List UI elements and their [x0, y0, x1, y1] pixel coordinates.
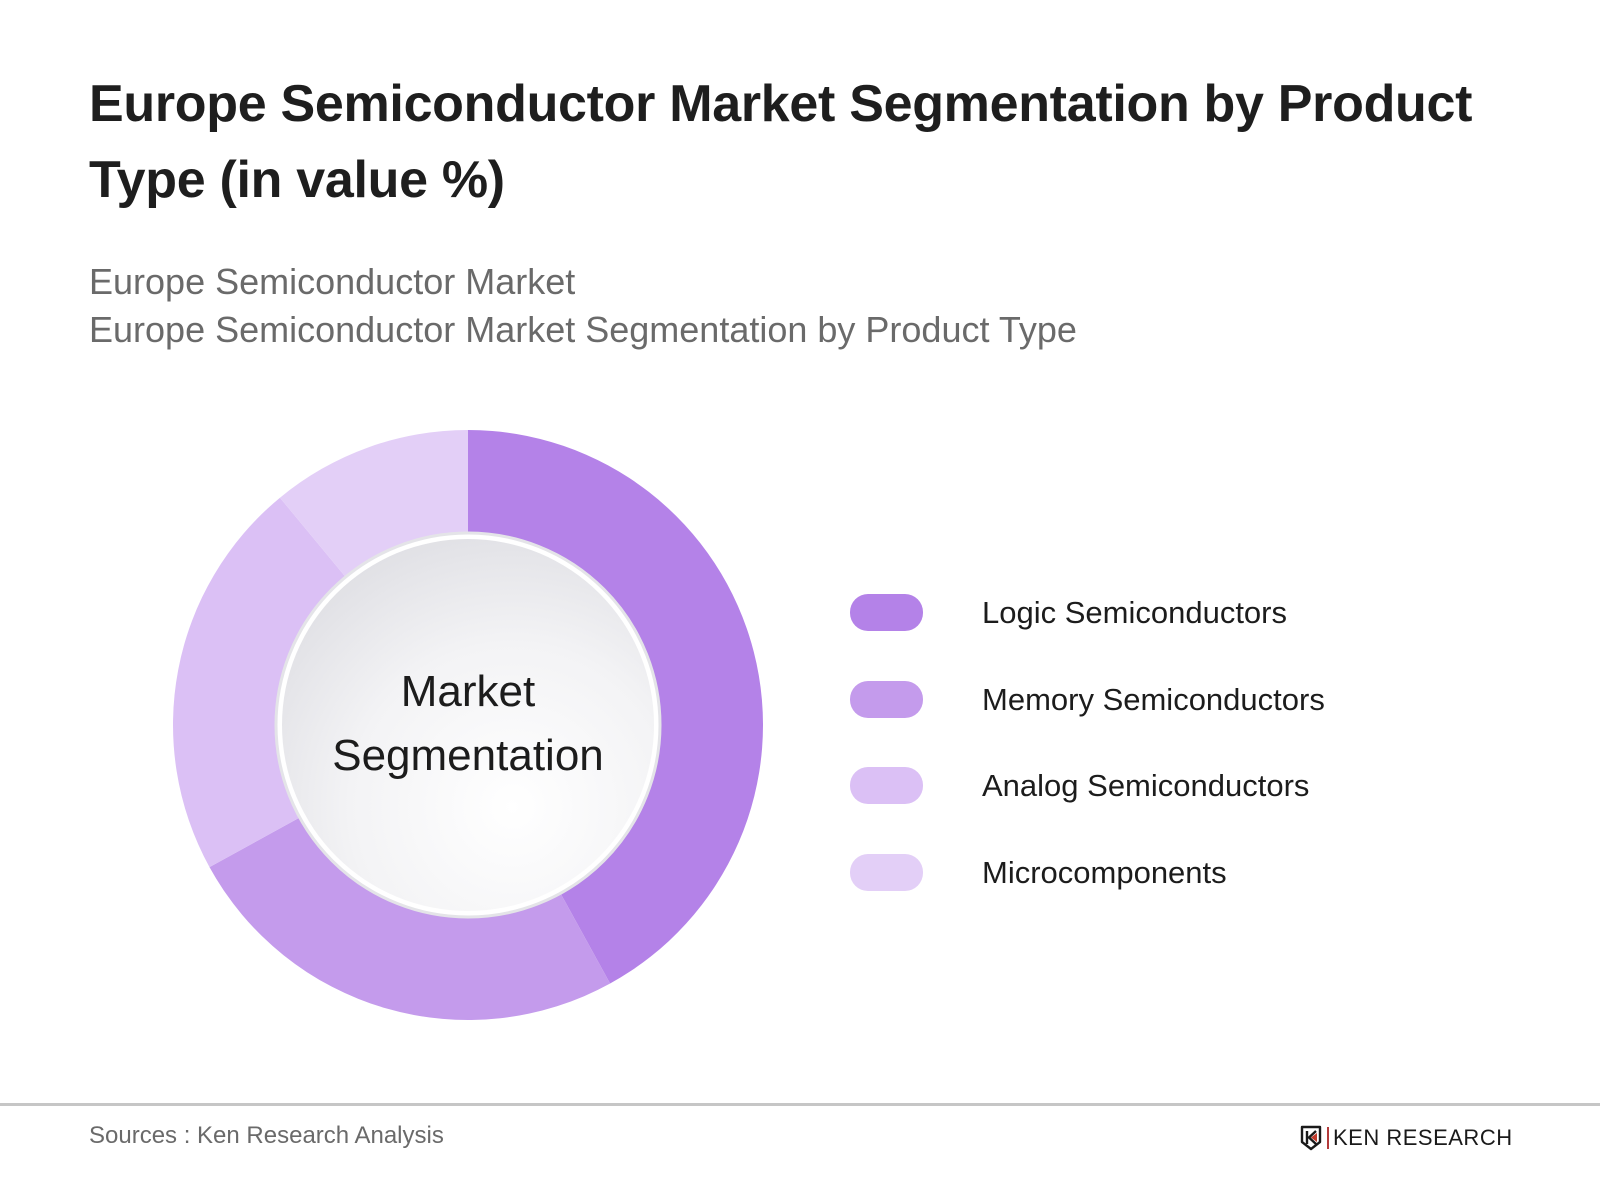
subtitle-line-1: Europe Semiconductor Market	[89, 261, 576, 302]
legend-swatch-memory	[850, 681, 923, 718]
legend-label-microcomponents: Microcomponents	[982, 855, 1227, 890]
donut-hub	[282, 539, 654, 911]
sources-note: Sources : Ken Research Analysis	[89, 1122, 444, 1149]
logo-text: KEN RESEARCH	[1333, 1125, 1513, 1150]
center-label-line-1: Market	[400, 667, 536, 716]
ken-research-logo: KEN RESEARCH	[1300, 1124, 1513, 1152]
center-label-line-2: Segmentation	[332, 731, 604, 780]
legend-item-analog[interactable]: Analog Semiconductors	[850, 767, 1410, 804]
logo-separator	[1327, 1127, 1329, 1149]
chart-title: Europe Semiconductor Market Segmentation…	[89, 75, 1473, 209]
legend-label-memory: Memory Semiconductors	[982, 682, 1325, 717]
legend-label-analog: Analog Semiconductors	[982, 768, 1310, 803]
donut-center-label: Market Segmentation	[300, 660, 636, 788]
legend-label-logic: Logic Semiconductors	[982, 595, 1287, 630]
ken-research-shield-icon	[1300, 1125, 1322, 1151]
legend-swatch-analog	[850, 767, 923, 804]
legend-swatch-logic	[850, 594, 923, 631]
chart-subtitle: Europe Semiconductor Market Europe Semic…	[89, 258, 1077, 354]
footer-divider	[0, 1103, 1600, 1106]
legend-item-memory[interactable]: Memory Semiconductors	[850, 681, 1410, 718]
legend-item-logic[interactable]: Logic Semiconductors	[850, 594, 1410, 631]
legend-swatch-microcomponents	[850, 854, 923, 891]
donut-chart	[173, 430, 763, 1021]
subtitle-line-2: Europe Semiconductor Market Segmentation…	[89, 309, 1077, 350]
legend-item-microcomponents[interactable]: Microcomponents	[850, 854, 1410, 891]
